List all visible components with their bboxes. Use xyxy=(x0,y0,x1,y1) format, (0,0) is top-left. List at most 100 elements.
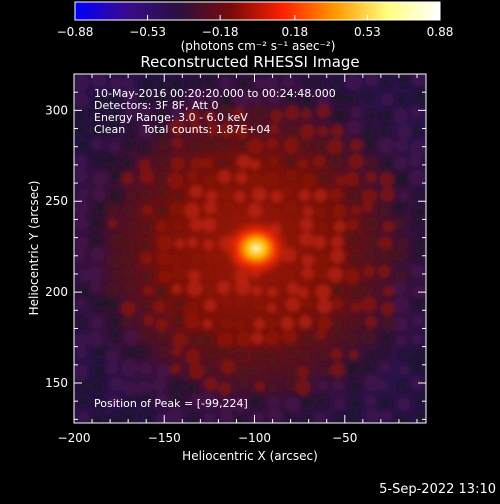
speckle xyxy=(204,363,215,375)
speckle xyxy=(123,344,139,360)
speckle xyxy=(169,393,185,409)
speckle xyxy=(283,90,296,103)
speckle xyxy=(380,247,396,263)
speckle xyxy=(329,188,343,202)
speckle xyxy=(190,157,203,170)
speckle xyxy=(219,122,235,137)
speckle xyxy=(156,412,172,423)
speckle xyxy=(251,297,265,311)
speckle xyxy=(346,120,361,135)
y-tick-label: 250 xyxy=(45,194,68,208)
speckle xyxy=(190,394,203,407)
speckle xyxy=(285,296,301,312)
speckle xyxy=(89,123,105,139)
speckle xyxy=(392,200,407,215)
speckle xyxy=(266,302,277,314)
speckle xyxy=(89,216,105,232)
speckle xyxy=(203,110,216,123)
y-tick-label: 300 xyxy=(45,103,68,117)
speckle xyxy=(170,107,184,120)
y-tick-label: 150 xyxy=(45,376,68,390)
speckle xyxy=(348,283,363,298)
speckle xyxy=(184,313,200,330)
speckle xyxy=(170,363,182,374)
speckle xyxy=(185,108,201,125)
speckle xyxy=(125,125,137,136)
speckle xyxy=(171,89,184,102)
speckle xyxy=(327,138,343,155)
speckle xyxy=(201,156,214,169)
speckle xyxy=(171,346,182,357)
speckle xyxy=(295,379,311,396)
speckle xyxy=(191,252,203,265)
speckle xyxy=(167,407,183,423)
speckle xyxy=(412,219,425,232)
speckle xyxy=(249,159,261,171)
annotation-clean-counts: Clean Total counts: 1.87E+04 xyxy=(94,123,271,136)
speckle xyxy=(349,138,363,152)
speckle xyxy=(249,363,262,376)
speckle xyxy=(251,332,264,345)
speckle xyxy=(236,138,247,149)
speckle xyxy=(200,393,217,410)
speckle xyxy=(140,221,154,235)
speckle xyxy=(411,347,426,363)
speckle xyxy=(156,204,170,218)
speckle xyxy=(266,137,278,150)
colorbar-bar xyxy=(74,1,441,21)
speckle xyxy=(233,412,247,423)
speckle xyxy=(315,253,330,268)
speckle xyxy=(314,77,325,89)
speckle xyxy=(317,316,332,331)
speckle xyxy=(267,155,279,167)
speckle xyxy=(393,316,409,331)
speckle xyxy=(379,172,394,187)
speckle xyxy=(90,152,106,168)
speckle xyxy=(360,360,374,375)
speckle xyxy=(238,77,251,90)
speckle xyxy=(154,285,169,300)
speckle xyxy=(333,220,347,233)
speckle xyxy=(393,297,409,313)
speckle xyxy=(170,378,185,394)
speckle xyxy=(254,77,266,89)
speckle xyxy=(188,140,203,155)
speckle xyxy=(348,153,364,170)
speckle xyxy=(269,207,281,218)
speckle xyxy=(107,108,121,122)
speckle xyxy=(202,318,213,330)
speckle xyxy=(234,124,250,139)
speckle xyxy=(303,76,314,87)
speckle xyxy=(315,206,327,218)
speckle xyxy=(318,351,329,362)
speckle xyxy=(329,329,344,344)
annotations: 10-May-2016 00:20:20.000 to 00:24:48.000… xyxy=(94,87,336,410)
speckle xyxy=(76,137,92,154)
speckle xyxy=(282,267,296,281)
speckle xyxy=(351,205,362,216)
speckle xyxy=(297,158,309,170)
speckle xyxy=(187,170,199,182)
speckle xyxy=(205,189,218,202)
speckle xyxy=(396,335,407,346)
speckle xyxy=(169,119,186,136)
speckle xyxy=(399,365,410,376)
speckle xyxy=(268,408,283,423)
speckle xyxy=(314,264,330,280)
speckle xyxy=(343,232,360,249)
speckle xyxy=(187,269,201,282)
speckle xyxy=(187,237,198,248)
speckle xyxy=(136,105,150,119)
speckle xyxy=(124,329,139,345)
speckle xyxy=(125,107,137,119)
speckle xyxy=(285,169,298,181)
speckle xyxy=(158,270,171,283)
speckle xyxy=(92,397,106,411)
speckle xyxy=(121,360,138,376)
speckle xyxy=(89,412,106,423)
speckle xyxy=(137,90,152,106)
speckle xyxy=(265,350,278,363)
speckle xyxy=(378,346,390,358)
speckle xyxy=(153,378,167,392)
speckle xyxy=(317,93,330,106)
